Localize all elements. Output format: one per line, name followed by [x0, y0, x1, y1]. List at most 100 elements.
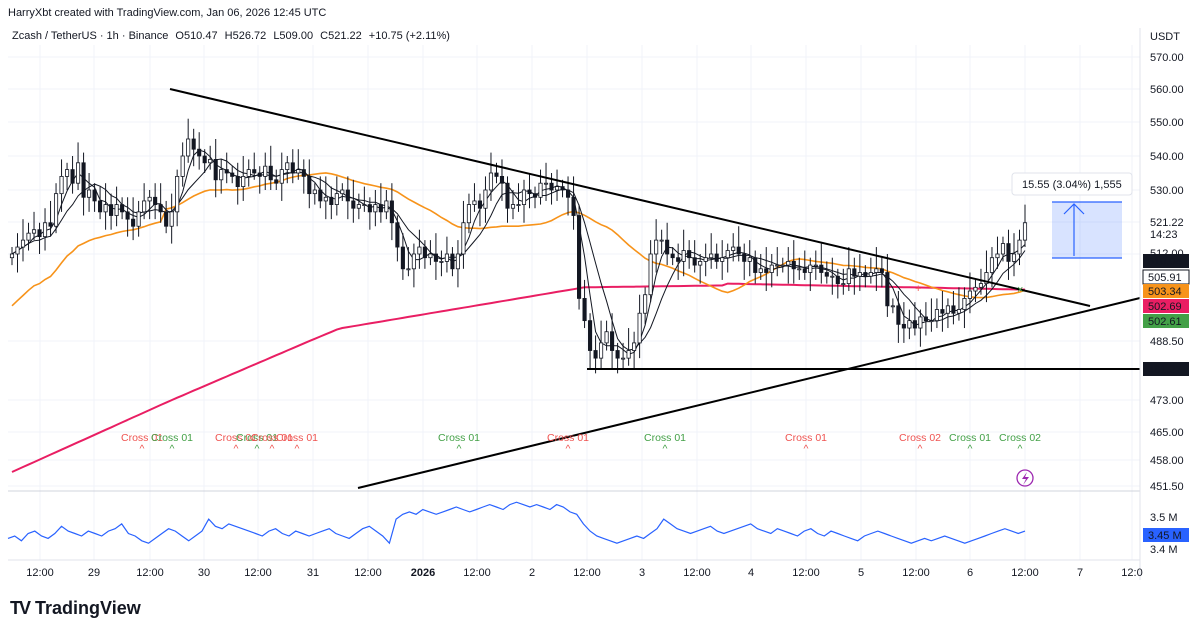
candle-body — [687, 250, 692, 259]
candle-body — [621, 357, 626, 360]
level-tag: 481.27 — [1143, 362, 1189, 376]
price-tag-text: 510.04 — [1148, 256, 1182, 268]
drawings[interactable]: 15.55 (3.04%) 1,555 + × — [169, 88, 1141, 489]
candle-body — [466, 204, 472, 224]
cross-label: Cross 02 — [999, 432, 1041, 444]
candle — [698, 254, 703, 284]
candle — [753, 250, 758, 284]
candle — [703, 243, 708, 277]
candle — [395, 215, 400, 262]
price-axis[interactable]: USDT 570.00 560.00 550.00 540.00 530.00 488.50… — [1139, 28, 1190, 580]
candle — [433, 233, 438, 280]
candle-body — [791, 261, 796, 270]
candle — [263, 152, 268, 190]
candle-body — [296, 169, 301, 174]
candle-body — [604, 331, 609, 344]
candle — [26, 222, 31, 251]
candle — [648, 240, 653, 303]
candle — [560, 179, 565, 198]
candle — [290, 149, 295, 184]
price-tick: 540.00 — [1150, 151, 1184, 163]
candle — [890, 298, 895, 314]
candle — [989, 247, 995, 288]
candle-body — [918, 316, 923, 329]
candle — [577, 204, 582, 310]
candle-body — [389, 200, 394, 224]
volume-line — [7, 501, 1026, 545]
candle — [978, 268, 984, 295]
candle-body — [1017, 239, 1022, 255]
candle-body — [400, 246, 405, 270]
candle-body — [422, 246, 427, 259]
candle — [76, 142, 81, 190]
candle-body — [863, 272, 868, 277]
candle — [235, 162, 240, 205]
time-tick: 12:00 — [136, 567, 164, 579]
candle — [670, 247, 675, 266]
candle — [912, 302, 917, 336]
candle-body — [428, 253, 433, 259]
candle — [142, 183, 147, 220]
cross-tick: ^ — [566, 443, 571, 455]
candle — [70, 156, 75, 194]
candle — [153, 183, 158, 220]
candle-body — [692, 257, 697, 266]
candle-body — [20, 239, 26, 248]
candle-body — [329, 196, 334, 205]
candle — [120, 197, 125, 220]
cross-tick: ^ — [457, 443, 462, 455]
candle — [147, 190, 152, 220]
candle-body — [780, 264, 785, 267]
candle — [373, 190, 378, 227]
candle-body — [654, 239, 659, 255]
candle — [907, 309, 912, 340]
cross-tick: ^ — [804, 443, 809, 455]
candle-body — [571, 196, 576, 216]
cross-tick: ^ — [968, 443, 973, 455]
candle — [219, 159, 224, 194]
lightning-circle — [1016, 469, 1034, 487]
candle-body — [224, 169, 229, 174]
candle — [984, 250, 989, 303]
time-axis[interactable]: 12:00 29 12:00 30 12:00 31 12:00 2026 12:00 2 12:0… — [8, 559, 1143, 579]
candle-body — [290, 162, 295, 174]
price-tick: 465.00 — [1150, 427, 1184, 439]
candle-body — [169, 211, 174, 227]
candle — [896, 291, 901, 343]
cross-tick: ^ — [295, 443, 300, 455]
open-value: O510.47 — [175, 30, 218, 42]
candle — [791, 240, 796, 284]
candle — [554, 169, 560, 201]
candle — [340, 183, 345, 201]
time-tick: 6 — [967, 567, 973, 579]
candle-body — [208, 158, 213, 164]
candle-body — [962, 298, 967, 310]
candle — [610, 313, 615, 370]
candle-body — [885, 272, 890, 307]
candle — [780, 257, 785, 273]
candle-body — [268, 165, 273, 181]
cross-label: Cross 02 — [899, 432, 941, 444]
tradingview-brand[interactable]: TV TradingView — [10, 598, 141, 619]
candle — [257, 166, 262, 194]
candle — [175, 169, 180, 227]
candle-body — [907, 320, 912, 329]
candle — [400, 233, 405, 280]
ma-slow-line — [11, 282, 1026, 473]
candle-body — [98, 200, 103, 213]
candle-body — [510, 204, 516, 209]
measure-arrow-head — [1063, 203, 1085, 215]
price-tag-bg — [1143, 314, 1189, 328]
measure-label: 15.55 (3.04%) 1,555 — [1022, 179, 1122, 191]
price-tag: 510.04 — [1143, 254, 1189, 268]
candle-body — [984, 272, 989, 285]
candle-body — [527, 189, 532, 195]
cross-label: Cross 01 — [644, 432, 686, 444]
candle — [9, 247, 15, 266]
candle — [455, 240, 460, 288]
candle — [945, 298, 950, 329]
price-tick: 458.00 — [1150, 455, 1184, 467]
symbol-name[interactable]: Zcash / TetherUS · 1h · Binance — [12, 30, 169, 42]
candle-body — [973, 286, 978, 292]
